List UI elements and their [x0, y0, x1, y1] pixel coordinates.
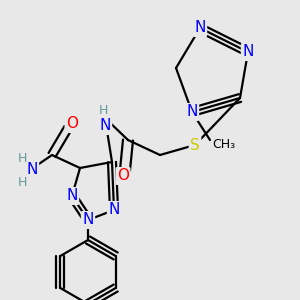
Text: S: S — [190, 137, 200, 152]
Text: N: N — [66, 188, 78, 203]
Text: N: N — [26, 163, 38, 178]
Text: H: H — [17, 176, 27, 188]
Text: N: N — [108, 202, 120, 217]
Text: CH₃: CH₃ — [212, 137, 236, 151]
Text: O: O — [66, 116, 78, 131]
Text: N: N — [242, 44, 254, 59]
Text: H: H — [98, 103, 108, 116]
Text: N: N — [82, 212, 94, 227]
Text: H: H — [17, 152, 27, 164]
Text: N: N — [99, 118, 111, 134]
Text: N: N — [194, 20, 206, 35]
Text: N: N — [186, 104, 198, 119]
Text: O: O — [117, 169, 129, 184]
